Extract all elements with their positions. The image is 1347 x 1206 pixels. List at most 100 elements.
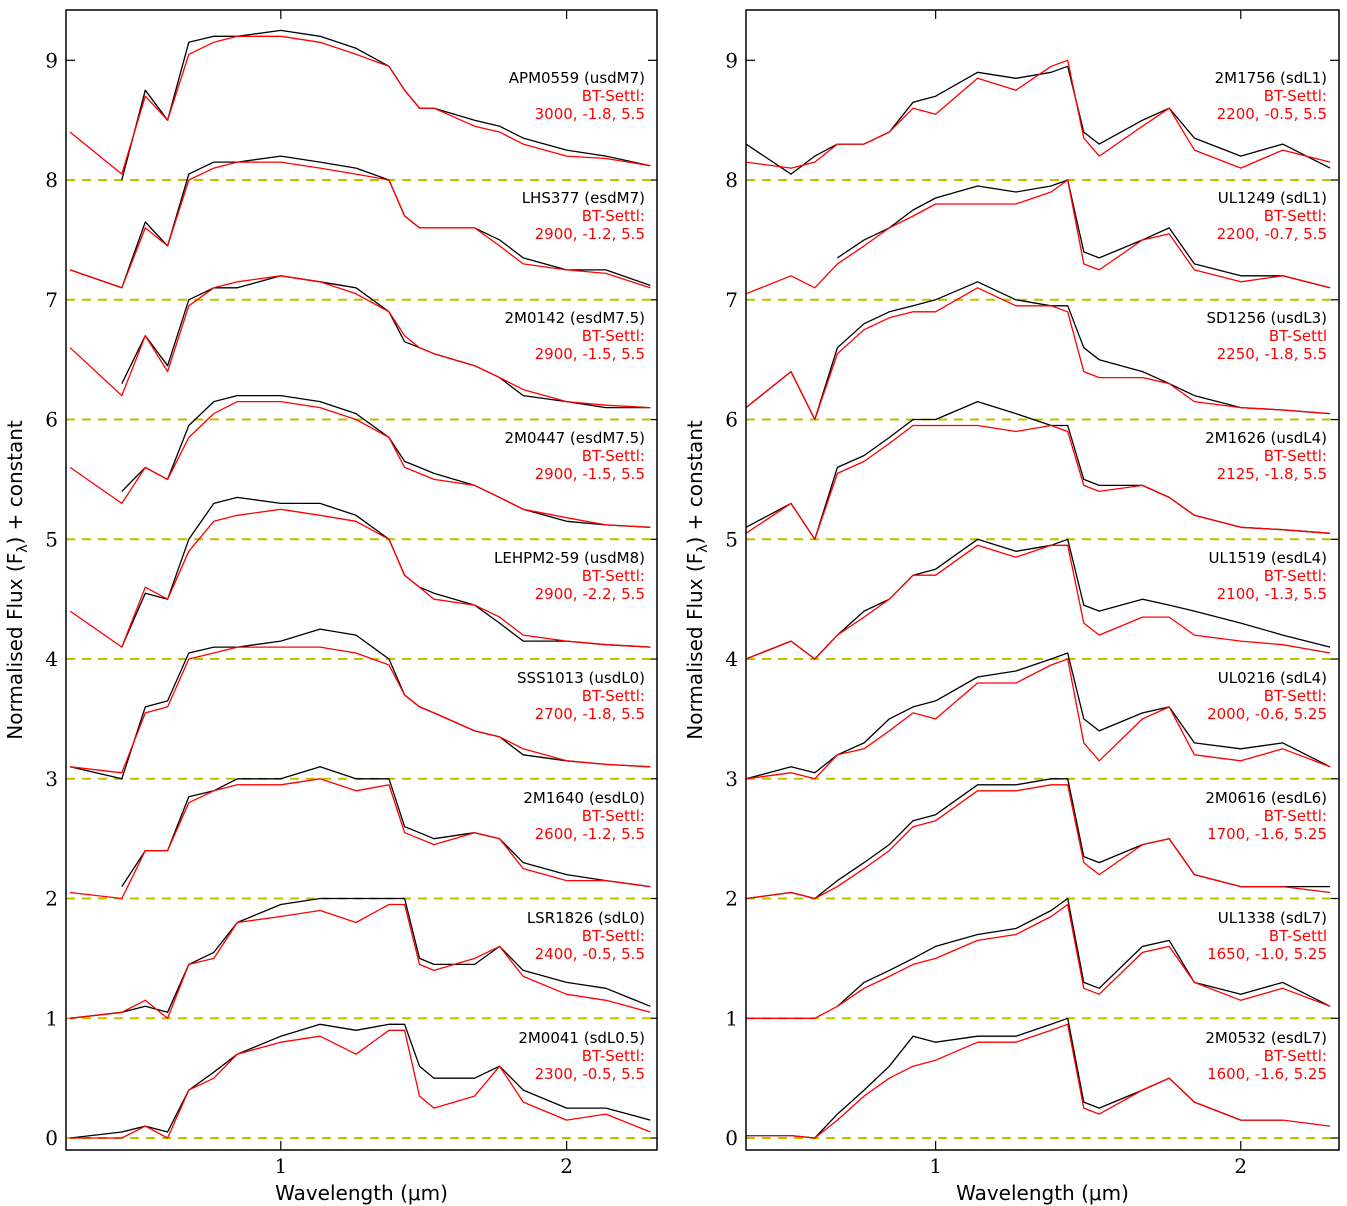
object-label: 2M0041 (sdL0.5)	[518, 1029, 645, 1047]
model-params: 2900, -1.5, 5.5	[535, 345, 645, 363]
spectrum	[745, 287, 1331, 421]
y-axis-label-part: ) + constant	[3, 420, 27, 544]
spectrum	[746, 903, 1331, 1019]
object-label: 2M0447 (esdM7.5)	[505, 429, 646, 447]
y-axis-label-part: ) + constant	[683, 420, 707, 544]
y-axis-label-sub: λ	[15, 544, 31, 552]
spectrum	[836, 897, 1331, 1007]
x-axis-label: Wavelength (μm)	[275, 1181, 448, 1205]
spectrum	[745, 538, 1331, 660]
model-params: 3000, -1.8, 5.5	[535, 105, 645, 123]
spectrum	[70, 646, 651, 774]
y-tick-label: 3	[725, 767, 738, 791]
y-axis-label-sub: λ	[695, 544, 711, 552]
model-label: BT-Settl	[1269, 927, 1327, 945]
y-axis-label-part: Normalised Flux (F	[3, 553, 27, 740]
spectrum	[121, 394, 651, 528]
model-label: BT-Settl:	[582, 807, 645, 825]
x-tick-label: 1	[929, 1154, 942, 1178]
spectrum	[70, 1023, 651, 1139]
model-label: BT-Settl:	[1264, 87, 1327, 105]
model-label: BT-Settl:	[582, 687, 645, 705]
model-label: BT-Settl:	[582, 327, 645, 345]
y-tick-label: 3	[45, 767, 58, 791]
object-label: LEHPM2-59 (usdM8)	[494, 549, 645, 567]
spectrum	[69, 35, 651, 175]
spectrum	[69, 508, 651, 648]
model-label: BT-Settl:	[582, 87, 645, 105]
model-params: 2125, -1.8, 5.5	[1217, 465, 1327, 483]
object-label: UL1338 (sdL7)	[1218, 909, 1327, 927]
y-tick-label: 5	[45, 527, 58, 551]
object-label: SSS1013 (usdL0)	[517, 669, 645, 687]
spectrum	[745, 658, 1331, 780]
model-params: 2200, -0.7, 5.5	[1217, 225, 1327, 243]
spectrum	[70, 903, 651, 1019]
model-label: BT-Settl:	[1264, 567, 1327, 585]
model-label: BT-Settl:	[1264, 807, 1327, 825]
object-label: 2M1626 (usdL4)	[1205, 429, 1327, 447]
spectrum	[69, 628, 651, 780]
model-params: 1700, -1.6, 5.25	[1207, 825, 1327, 843]
x-tick-label: 2	[1234, 1154, 1247, 1178]
spectrum	[745, 652, 1331, 780]
object-label: 2M0532 (esdL7)	[1205, 1029, 1327, 1047]
model-params: 2700, -1.8, 5.5	[535, 705, 645, 723]
y-tick-label: 4	[725, 647, 738, 671]
spectrum	[69, 400, 651, 528]
spectrum	[70, 1029, 651, 1139]
y-tick-label: 1	[725, 1006, 738, 1030]
y-tick-label: 8	[725, 168, 738, 192]
y-tick-label: 9	[45, 48, 58, 72]
object-label: APM0559 (usdM7)	[509, 69, 645, 87]
model-params: 2100, -1.3, 5.5	[1217, 585, 1327, 603]
spectrum	[121, 275, 651, 409]
model-label: BT-Settl:	[582, 1047, 645, 1065]
model-params: 2900, -1.5, 5.5	[535, 465, 645, 483]
spectrum	[745, 784, 1331, 900]
model-label: BT-Settl:	[1264, 207, 1327, 225]
model-params: 2000, -0.6, 5.25	[1207, 705, 1327, 723]
x-axis-label: Wavelength (μm)	[956, 1181, 1129, 1205]
plot-frame	[745, 9, 1340, 1151]
model-params: 2400, -0.5, 5.5	[535, 945, 645, 963]
spectrum	[746, 1023, 1331, 1139]
model-params: 2900, -2.2, 5.5	[535, 585, 645, 603]
object-label: SD1256 (usdL3)	[1207, 309, 1327, 327]
model-params: 2250, -1.8, 5.5	[1217, 345, 1327, 363]
y-tick-label: 7	[725, 288, 738, 312]
object-label: LHS377 (esdM7)	[522, 189, 645, 207]
model-label: BT-Settl	[1269, 327, 1327, 345]
spectrum	[69, 275, 651, 409]
y-tick-label: 6	[45, 408, 58, 432]
spectrum	[121, 496, 651, 648]
object-label: 2M1756 (sdL1)	[1215, 69, 1327, 87]
y-tick-label: 7	[45, 288, 58, 312]
spectrum	[121, 766, 651, 888]
y-tick-label: 4	[45, 647, 58, 671]
model-params: 1650, -1.0, 5.25	[1207, 945, 1327, 963]
object-label: UL1249 (sdL1)	[1218, 189, 1327, 207]
y-tick-label: 5	[725, 527, 738, 551]
model-params: 2900, -1.2, 5.5	[535, 225, 645, 243]
x-tick-label: 2	[560, 1154, 573, 1178]
model-label: BT-Settl:	[582, 567, 645, 585]
plot-frame	[65, 9, 658, 1151]
y-tick-label: 0	[45, 1126, 58, 1150]
spectrum	[745, 544, 1331, 660]
y-tick-label: 9	[725, 48, 738, 72]
model-params: 2200, -0.5, 5.5	[1217, 105, 1327, 123]
x-tick-label: 1	[274, 1154, 287, 1178]
model-params: 2600, -1.2, 5.5	[535, 825, 645, 843]
model-label: BT-Settl:	[582, 927, 645, 945]
object-label: 2M0142 (esdM7.5)	[505, 309, 646, 327]
y-tick-label: 8	[45, 168, 58, 192]
y-tick-label: 6	[725, 408, 738, 432]
spectrum	[745, 424, 1331, 540]
y-axis-label: Normalised Flux (Fλ) + constant	[3, 420, 31, 740]
spectrum	[745, 59, 1331, 169]
y-tick-label: 2	[725, 887, 738, 911]
